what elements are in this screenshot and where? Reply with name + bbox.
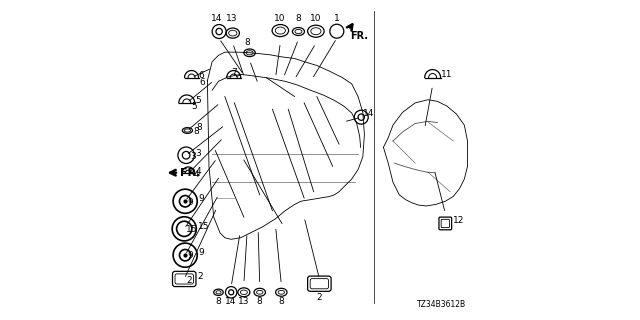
Text: 14: 14 [211,14,223,23]
Text: 14: 14 [225,297,236,306]
Text: 14: 14 [363,108,374,117]
Text: 9: 9 [199,194,205,203]
Text: 12: 12 [453,216,465,225]
Text: 2: 2 [187,276,193,285]
Text: 13: 13 [238,297,250,306]
Text: 2: 2 [197,272,203,281]
Text: 8: 8 [216,297,221,306]
Text: 11: 11 [440,70,452,79]
Text: 6: 6 [199,71,205,80]
Text: 10: 10 [274,14,285,23]
Text: 3: 3 [190,152,196,161]
Text: 8: 8 [244,38,250,47]
Text: 3: 3 [195,148,201,157]
Text: 8: 8 [295,14,301,23]
Text: 4: 4 [196,167,201,176]
Text: 5: 5 [191,101,197,111]
Text: FR.: FR. [350,31,368,41]
Text: 8: 8 [278,297,284,306]
Text: 8: 8 [196,123,202,132]
Text: 1: 1 [333,14,339,23]
Text: TZ34B3612B: TZ34B3612B [417,300,466,309]
Text: FR.: FR. [180,168,201,178]
Text: 15: 15 [198,222,209,231]
Text: 2: 2 [317,292,322,301]
Text: 7: 7 [231,68,237,77]
Text: 15: 15 [186,225,198,234]
Text: 8: 8 [256,297,262,306]
Text: 4: 4 [193,170,199,179]
Text: 8: 8 [193,127,199,136]
Text: 5: 5 [196,96,202,105]
Text: 9: 9 [188,251,193,260]
Text: 10: 10 [310,14,322,23]
Text: 9: 9 [188,198,193,207]
Text: 6: 6 [200,78,205,87]
Text: 13: 13 [226,14,237,23]
Text: 9: 9 [199,248,205,257]
